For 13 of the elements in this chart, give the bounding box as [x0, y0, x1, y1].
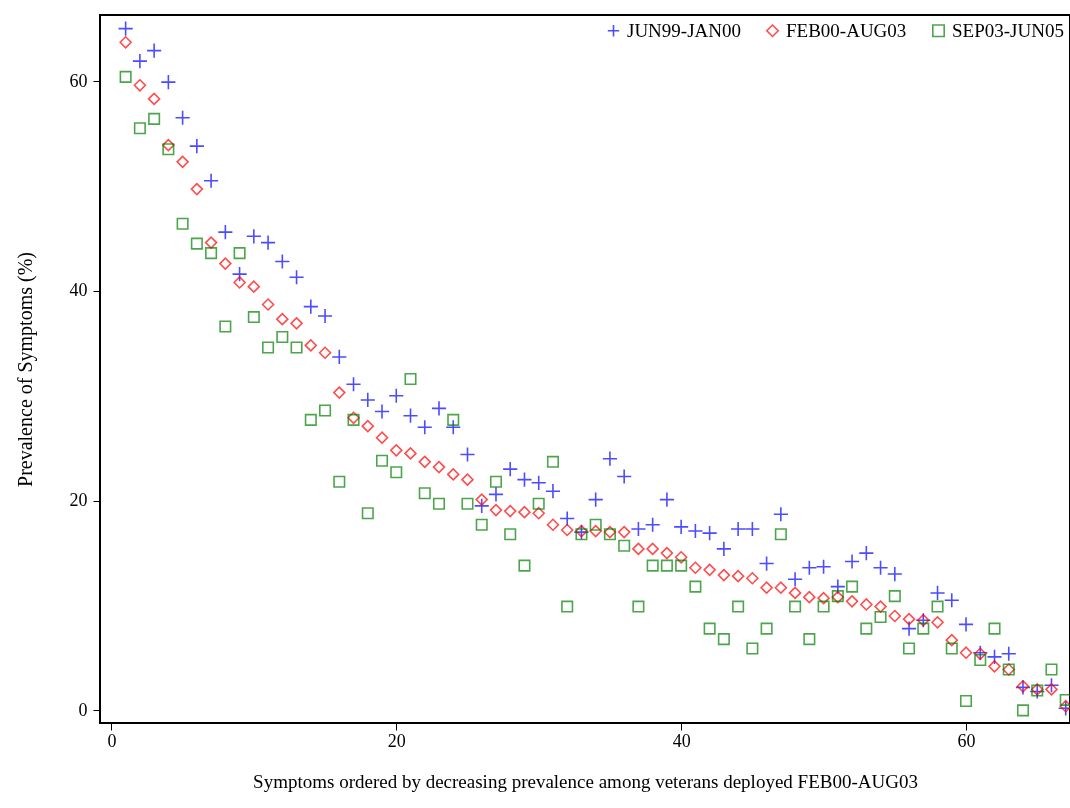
legend-label: SEP03-JUN05: [952, 19, 1064, 41]
y-tick-label: 40: [69, 280, 88, 301]
y-tick-label: 20: [69, 490, 88, 511]
y-axis-title: Prevalence of Symptoms (%): [13, 252, 37, 487]
x-tick-label: 20: [387, 730, 406, 751]
y-tick-label: 60: [69, 70, 88, 91]
legend-label: JUN99-JAN00: [627, 19, 741, 41]
x-tick-label: 60: [957, 730, 976, 751]
x-tick-label: 40: [672, 730, 691, 751]
x-axis-title: Symptoms ordered by decreasing prevalence among veterans deployed FEB00-AUG03: [253, 770, 918, 792]
y-tick-label: 0: [78, 699, 88, 720]
legend-label: FEB00-AUG03: [786, 19, 907, 41]
x-tick-label: 0: [107, 730, 117, 751]
